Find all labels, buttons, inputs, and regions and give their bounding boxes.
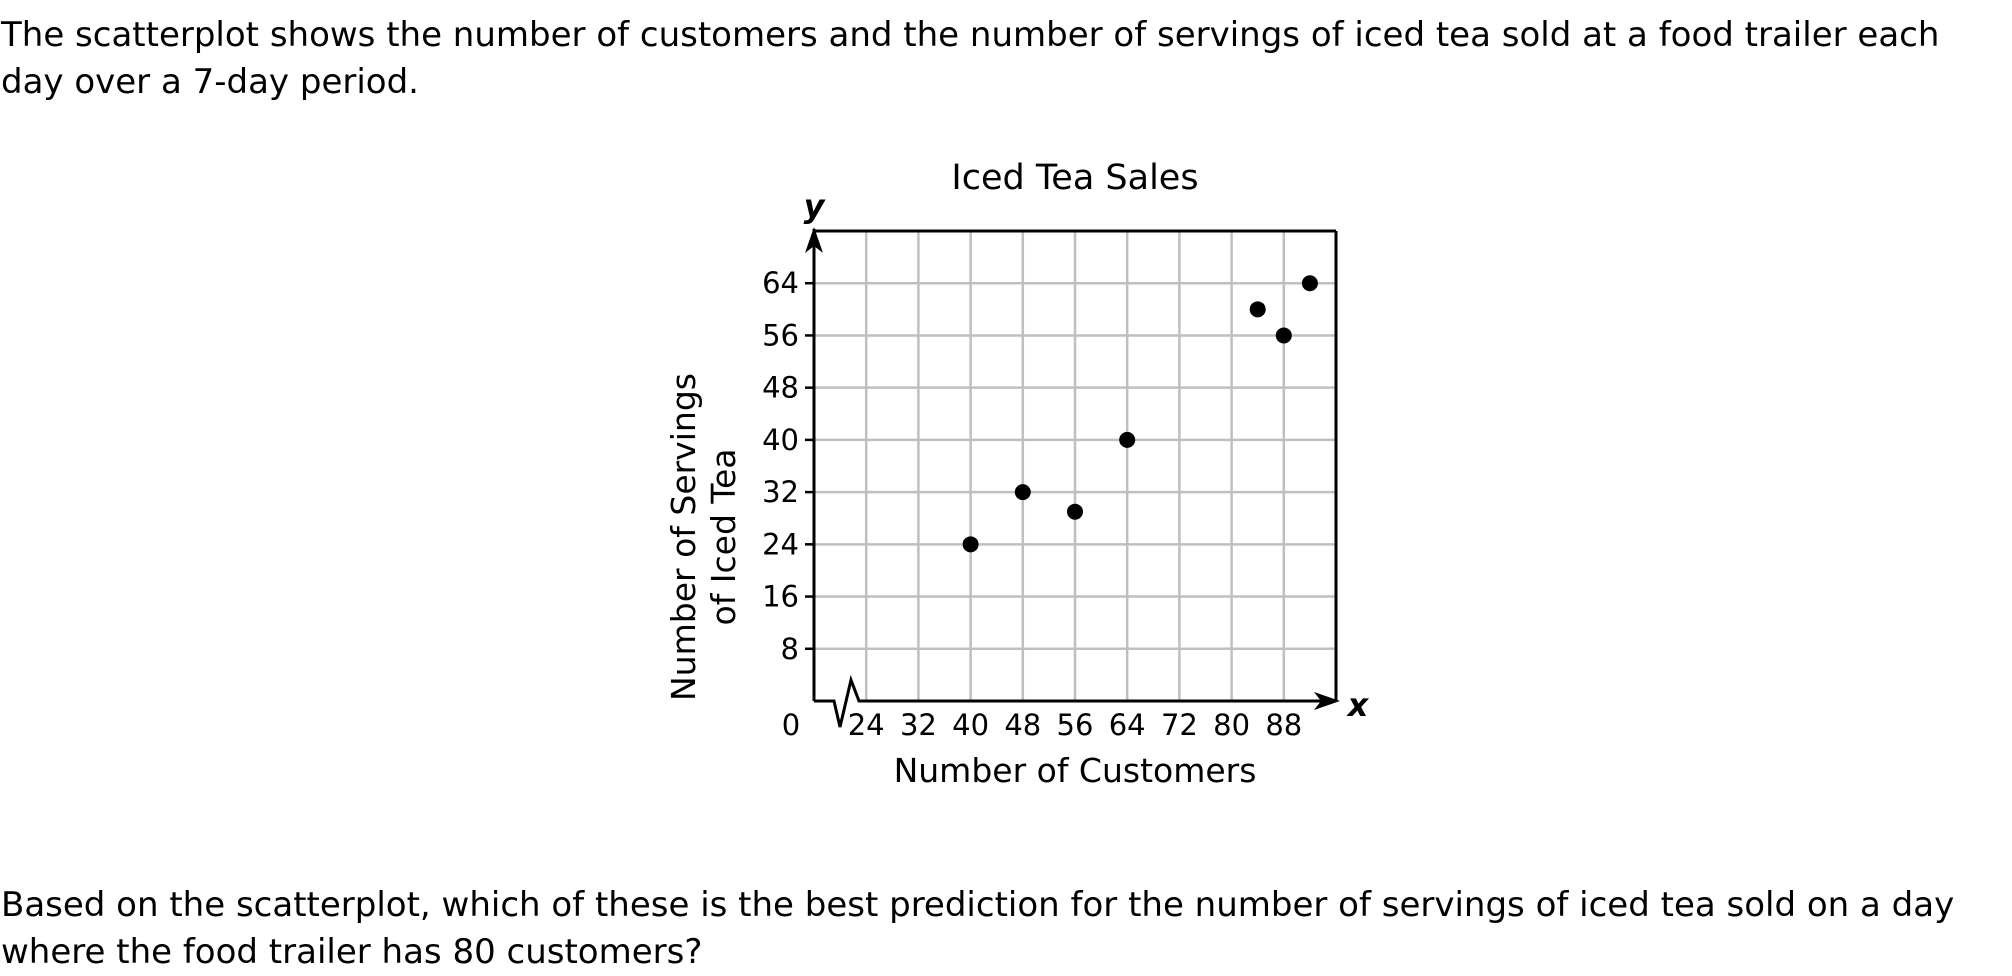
- y-axis-label-line-2: of Iced Tea: [704, 449, 743, 626]
- data-point: [962, 536, 979, 553]
- y-tick-label: 40: [762, 423, 799, 457]
- x-axis-label: Number of Customers: [894, 751, 1257, 790]
- y-tick-label: 48: [762, 371, 799, 405]
- x-tick-label: 64: [1109, 708, 1146, 742]
- y-axis-label-line-1: Number of Servings: [664, 373, 703, 701]
- origin-label: 0: [782, 708, 800, 742]
- y-tick-label: 8: [781, 632, 799, 666]
- y-tick-label: 64: [762, 266, 799, 300]
- x-tick-label: 80: [1213, 708, 1250, 742]
- data-point: [1014, 484, 1031, 501]
- x-axis-arrowhead: [1314, 692, 1340, 710]
- question-text: Based on the scatterplot, which of these…: [1, 885, 1955, 972]
- data-point: [1067, 503, 1083, 520]
- y-tick-label: 16: [762, 580, 799, 614]
- y-axis-arrowhead: [805, 227, 823, 253]
- y-tick-label: 32: [762, 475, 799, 509]
- x-tick-label: 24: [848, 708, 885, 742]
- x-tick-label: 72: [1161, 708, 1198, 742]
- data-point: [1301, 275, 1318, 292]
- x-axis-line-with-break: [814, 674, 1336, 728]
- y-tick-label: 24: [762, 527, 799, 561]
- y-tick-label: 56: [762, 318, 799, 352]
- data-point: [1275, 327, 1292, 344]
- chart-title: Iced Tea Sales: [951, 158, 1198, 198]
- x-tick-label: 88: [1265, 708, 1302, 742]
- x-tick-label: 48: [1004, 708, 1041, 742]
- x-tick-label: 32: [900, 708, 937, 742]
- x-tick-label: 40: [952, 708, 989, 742]
- x-axis-variable: x: [1346, 686, 1370, 724]
- data-point: [1249, 301, 1266, 318]
- intro-text: The scatterplot shows the number of cust…: [1, 15, 1940, 102]
- x-tick-label: 56: [1057, 708, 1094, 742]
- y-axis-variable: y: [804, 187, 826, 225]
- data-point: [1119, 431, 1136, 448]
